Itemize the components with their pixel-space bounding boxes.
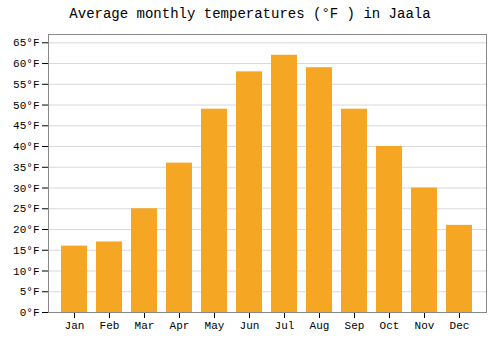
svg-text:60°F: 60°F [13, 58, 39, 70]
svg-text:20°F: 20°F [13, 224, 39, 236]
svg-text:Jul: Jul [275, 320, 295, 332]
svg-text:40°F: 40°F [13, 141, 39, 153]
svg-text:10°F: 10°F [13, 266, 39, 278]
svg-text:Oct: Oct [380, 320, 400, 332]
svg-text:May: May [205, 320, 225, 332]
svg-text:Jan: Jan [65, 320, 85, 332]
svg-text:50°F: 50°F [13, 100, 39, 112]
svg-text:65°F: 65°F [13, 37, 39, 49]
svg-text:Mar: Mar [135, 320, 155, 332]
svg-text:Sep: Sep [345, 320, 365, 332]
svg-text:25°F: 25°F [13, 203, 39, 215]
svg-text:Feb: Feb [100, 320, 120, 332]
svg-text:Apr: Apr [170, 320, 190, 332]
svg-text:45°F: 45°F [13, 120, 39, 132]
svg-text:35°F: 35°F [13, 162, 39, 174]
svg-text:5°F: 5°F [20, 286, 40, 298]
svg-text:30°F: 30°F [13, 183, 39, 195]
svg-text:55°F: 55°F [13, 79, 39, 91]
html-text:Average monthly temperatures (: Average monthly temperatures (°F ) in Ja… [69, 6, 431, 22]
svg-text:Dec: Dec [450, 320, 470, 332]
svg-text:0°F: 0°F [20, 307, 40, 319]
svg-text:15°F: 15°F [13, 245, 39, 257]
svg-text:Jun: Jun [240, 320, 260, 332]
svg-text:Nov: Nov [415, 320, 435, 332]
svg-text:Aug: Aug [310, 320, 330, 332]
